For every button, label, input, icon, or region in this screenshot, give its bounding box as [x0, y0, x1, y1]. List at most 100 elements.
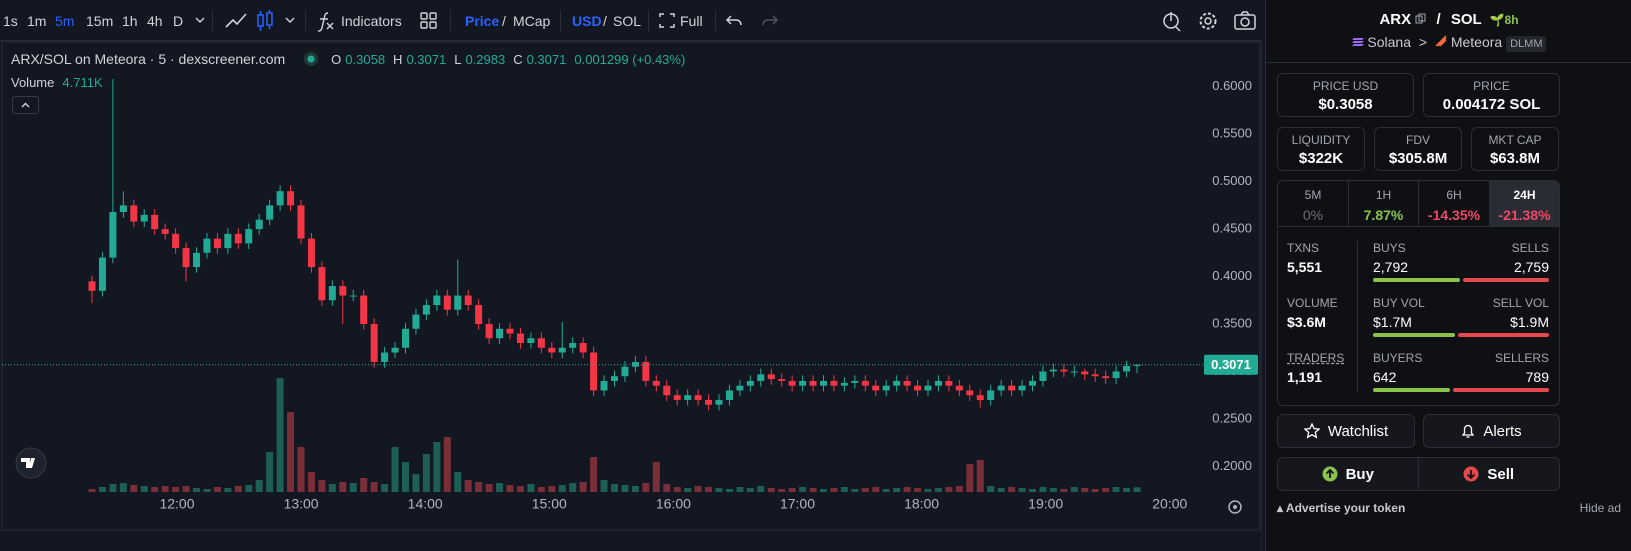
candle-body [1112, 371, 1120, 379]
interval[interactable]: 4h [147, 13, 163, 29]
candle-body [297, 205, 305, 239]
last-price-label: 0.3071 [1211, 357, 1251, 372]
period-tab[interactable]: 5M 0% [1278, 181, 1349, 227]
sell-bar [1453, 388, 1549, 392]
base-token: ARX [1379, 11, 1412, 28]
candle-body [349, 295, 357, 297]
full-button[interactable]: Full [680, 13, 703, 29]
interval[interactable]: 1m [27, 13, 47, 29]
star-icon [1303, 423, 1320, 439]
volume-bar [1060, 489, 1068, 492]
collapse-button[interactable] [12, 96, 39, 114]
interval[interactable]: 1h [122, 13, 138, 29]
label: BUYS [1373, 241, 1406, 255]
chevron[interactable] [284, 15, 296, 25]
y-tick-label: 0.4500 [1212, 221, 1252, 236]
candle-icon[interactable] [256, 10, 274, 32]
candle-body [976, 395, 984, 400]
ohlc-key: C [513, 51, 523, 67]
period-label: 1H [1375, 188, 1392, 202]
change: 0.001299 (+0.43%) [574, 51, 686, 67]
tv-logo [15, 447, 47, 479]
period-tab[interactable]: 6H -14.35% [1419, 181, 1490, 227]
candle-body [1049, 369, 1057, 372]
layout-icon[interactable] [419, 10, 439, 32]
fullscreen-icon[interactable] [658, 10, 676, 32]
label: SELLS [1511, 241, 1549, 255]
chain[interactable]: Solana [1367, 34, 1411, 50]
candle-body [245, 229, 253, 244]
dex-tag: DLMM [1506, 36, 1547, 52]
value: 5,551 [1287, 259, 1323, 275]
period-tab-active[interactable]: 24H -21.38% [1490, 181, 1559, 227]
volume-bar [1018, 488, 1026, 492]
candle-body [360, 295, 368, 325]
value: 2,759 [1513, 259, 1549, 275]
undo-icon[interactable] [725, 10, 743, 32]
volume-value: 4.711K [62, 75, 103, 90]
value: $305.8M [1388, 150, 1448, 167]
hide-ad-link[interactable]: Hide ad [1579, 501, 1621, 515]
dex[interactable]: Meteora [1450, 34, 1503, 50]
mcap-toggle[interactable]: MCap [513, 13, 551, 29]
volume-bar [370, 482, 378, 492]
replay-icon[interactable] [1161, 10, 1183, 32]
chain-row: Solana > Meteora DLMM [1266, 34, 1631, 52]
label: Sell [1487, 465, 1515, 483]
buy-button[interactable]: Buy [1278, 458, 1419, 490]
y-tick-label: 0.5500 [1212, 126, 1252, 141]
candle-body [151, 214, 159, 230]
value: $322K [1298, 150, 1344, 167]
candle-body [924, 385, 932, 391]
fx-icon[interactable] [316, 10, 336, 32]
sol-toggle[interactable]: SOL [613, 13, 642, 29]
legend: ARX/SOL on Meteora · 5 · dexscreener.com… [11, 51, 685, 67]
arrow: > [1418, 34, 1428, 50]
interval[interactable]: 1s [3, 13, 18, 29]
candle-body [621, 366, 629, 377]
candle-body [893, 380, 901, 386]
candle-body [464, 295, 472, 306]
separator [560, 10, 561, 31]
settings-icon[interactable] [1197, 10, 1219, 32]
line-chart-icon[interactable] [224, 10, 248, 32]
volume-bar [412, 474, 420, 492]
period-tab[interactable]: 1H 7.87% [1349, 181, 1419, 227]
candle-body [506, 328, 514, 334]
volume-bar [966, 464, 974, 492]
volume-bar [851, 489, 859, 492]
volume-bar [475, 482, 483, 492]
ohlc-value: 0.3058 [345, 51, 386, 67]
indicators-button[interactable]: Indicators [341, 13, 402, 29]
price-toggle[interactable]: Price [465, 13, 500, 29]
advertise-link[interactable]: ▴ Advertise your token [1277, 501, 1406, 515]
interval[interactable]: 15m [86, 13, 114, 29]
separator-text: / [603, 13, 607, 29]
ohlc-key: H [393, 51, 403, 67]
sell-button[interactable]: Sell [1419, 466, 1560, 483]
usd-toggle[interactable]: USD [572, 13, 602, 29]
volume-bar [203, 489, 211, 492]
chevron[interactable] [194, 15, 206, 25]
candle-body [558, 347, 566, 353]
copy-icon[interactable] [1415, 13, 1426, 24]
volume-bar [652, 462, 660, 492]
label: LIQUIDITY [1291, 133, 1351, 147]
sell-bar [1463, 278, 1549, 282]
candle-body [642, 361, 650, 381]
redo-icon[interactable] [761, 10, 779, 32]
interval-active[interactable]: 5m [55, 13, 75, 29]
interval[interactable]: D [173, 13, 184, 29]
label: TRADERS [1287, 351, 1345, 365]
camera-icon[interactable] [1233, 10, 1257, 32]
volume-bar [234, 486, 242, 492]
watchlist-button[interactable]: Watchlist [1277, 414, 1415, 448]
volume-bar [172, 487, 180, 492]
y-tick-label: 0.2500 [1212, 410, 1252, 425]
volume-bar [694, 486, 702, 492]
buy-bar [1373, 278, 1460, 282]
price-box: PRICE 0.004172 SOL [1423, 73, 1560, 117]
candle-body [234, 233, 242, 244]
alerts-button[interactable]: Alerts [1423, 414, 1560, 448]
candle-body [736, 385, 744, 391]
